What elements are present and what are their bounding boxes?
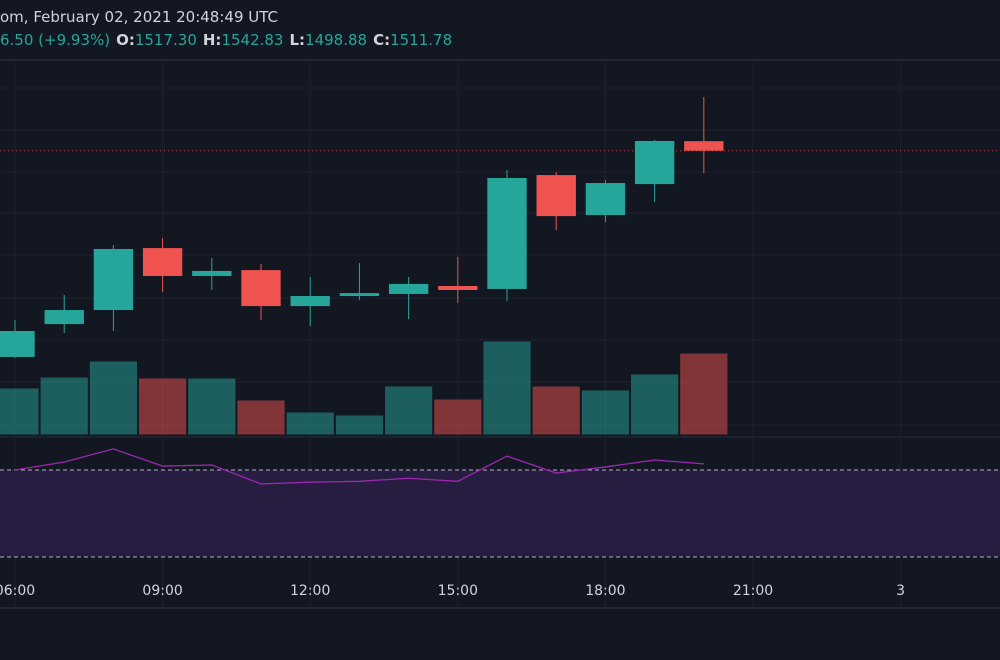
- volume-bar: [630, 373, 680, 436]
- x-tick-label: 18:00: [585, 583, 625, 599]
- volume-bar: [384, 385, 434, 436]
- legend-label: H:: [202, 31, 222, 49]
- candle-body: [339, 293, 380, 297]
- candle-body: [388, 283, 429, 294]
- candle-body: [438, 286, 478, 290]
- candle-body: [0, 330, 35, 357]
- volume-bar: [531, 385, 581, 436]
- rsi-band-fill: [0, 470, 1000, 557]
- volume-bar: [236, 399, 286, 436]
- volume-bar: [39, 376, 89, 436]
- change: 6.50 (+9.93%): [0, 31, 111, 49]
- volume-bar: [679, 352, 729, 436]
- x-tick-label: 3: [896, 583, 905, 599]
- x-tick-label: 12:00: [290, 583, 330, 599]
- volume-bar: [285, 411, 335, 436]
- x-tick-label: 06:00: [0, 583, 35, 599]
- volume-bar: [88, 360, 139, 436]
- candle-body: [487, 178, 527, 289]
- candle-body: [241, 270, 281, 307]
- x-tick-label: 09:00: [142, 583, 182, 599]
- legend-value: 1498.88: [305, 31, 368, 49]
- legend-value: 1517.30: [134, 31, 197, 49]
- legend-value: 1511.78: [390, 31, 453, 49]
- candle-body: [634, 140, 675, 185]
- candle-body: [192, 270, 232, 276]
- legend-value: 1542.83: [221, 31, 284, 49]
- volume-bar: [187, 377, 237, 436]
- candle-body: [290, 296, 330, 307]
- rsi-line: [14, 448, 704, 485]
- candle-body: [93, 248, 134, 311]
- candle-body: [536, 175, 576, 217]
- volume-bar: [580, 389, 631, 436]
- x-tick-label: 21:00: [733, 583, 773, 599]
- candle-body: [684, 141, 724, 151]
- legend-label: O:: [116, 31, 135, 49]
- candle-body: [44, 310, 84, 325]
- volume-bar: [482, 340, 532, 436]
- candle-body: [142, 248, 183, 276]
- symbol-line: om, February 02, 2021 20:48:49 UTC: [0, 6, 452, 29]
- volume-bar: [138, 377, 188, 436]
- title: om, February 02, 2021 20:48:49 UTC: [0, 8, 278, 26]
- header: om, February 02, 2021 20:48:49 UTC 6.50 …: [0, 6, 452, 52]
- legend-label: C:: [373, 31, 391, 49]
- legend-label: L:: [289, 31, 306, 49]
- volume-bar: [433, 398, 483, 436]
- volume-bar: [0, 387, 40, 436]
- x-tick-label: 15:00: [438, 583, 478, 599]
- candle-body: [585, 183, 626, 216]
- volume-bar: [334, 414, 385, 436]
- ohlc-line: 6.50 (+9.93%) O:1517.30 H:1542.83 L:1498.88…: [0, 29, 452, 52]
